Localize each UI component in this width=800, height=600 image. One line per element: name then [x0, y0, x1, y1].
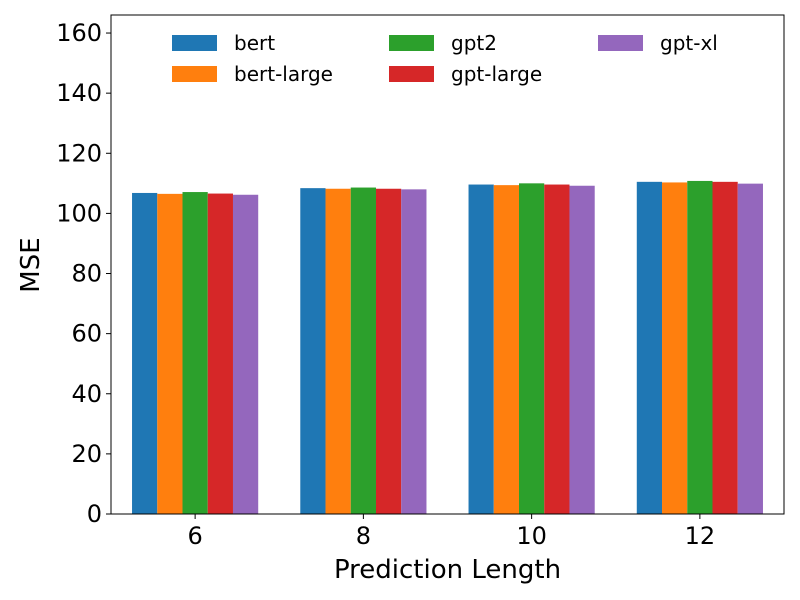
y-tick-label: 0	[87, 500, 102, 528]
bar-gpt-xl-8	[401, 189, 427, 514]
legend-label: gpt-xl	[660, 31, 718, 55]
legend-item-gpt2: gpt2	[389, 31, 497, 55]
x-tick-label: 8	[356, 522, 371, 550]
x-axis-label: Prediction Length	[334, 555, 561, 585]
legend-label: bert-large	[234, 62, 333, 86]
x-tick-label: 10	[516, 522, 547, 550]
legend-label: gpt2	[451, 31, 497, 55]
bar-bert-large-8	[325, 188, 351, 514]
y-tick-label: 100	[56, 199, 102, 227]
y-tick-label: 160	[56, 19, 102, 47]
bar-gpt-large-6	[207, 193, 233, 514]
bar-gpt-xl-10	[569, 185, 595, 514]
x-tick-label: 6	[187, 522, 202, 550]
bars-group	[132, 180, 763, 515]
legend-item-gpt-xl: gpt-xl	[598, 31, 718, 55]
bar-bert-8	[300, 188, 326, 515]
legend-item-bert: bert	[172, 31, 275, 55]
y-axis-label: MSE	[16, 237, 46, 292]
bar-gpt2-12	[687, 180, 713, 514]
legend-item-bert-large: bert-large	[172, 62, 333, 86]
bar-bert-12	[636, 181, 663, 514]
legend: bert bert-large gpt2 gpt-large gpt-xl	[172, 31, 718, 86]
y-tick-label: 20	[71, 440, 102, 468]
bar-bert-10	[468, 184, 494, 514]
legend-swatch	[172, 66, 217, 82]
bar-gpt2-8	[350, 187, 376, 514]
bar-gpt-xl-12	[737, 183, 763, 515]
y-tick-label: 140	[56, 79, 102, 107]
y-tick-label: 80	[71, 260, 102, 288]
y-tick-label: 120	[56, 139, 102, 167]
bar-gpt-xl-6	[232, 194, 259, 514]
bar-gpt-large-12	[712, 181, 738, 514]
legend-item-gpt-large: gpt-large	[389, 62, 542, 86]
legend-swatch	[389, 66, 434, 82]
bar-bert-large-12	[662, 182, 688, 514]
plot-frame	[110, 14, 785, 515]
bar-bert-large-10	[493, 185, 520, 514]
x-axis-ticks: 6 8 10 12	[187, 514, 715, 550]
bar-gpt2-6	[182, 192, 208, 515]
bar-gpt2-10	[519, 183, 545, 515]
legend-swatch	[598, 35, 643, 51]
bar-gpt-large-10	[544, 184, 570, 514]
y-tick-label: 60	[71, 320, 102, 348]
legend-label: bert	[234, 31, 275, 55]
y-tick-label: 40	[71, 380, 102, 408]
legend-label: gpt-large	[451, 62, 542, 86]
y-axis-ticks: 0 20 40 60 80 100 120 140 160	[56, 19, 111, 528]
bar-gpt-large-8	[375, 188, 402, 514]
bar-bert-6	[132, 192, 158, 515]
bar-bert-large-6	[157, 193, 183, 514]
legend-swatch	[389, 35, 434, 51]
x-tick-label: 12	[685, 522, 716, 550]
legend-swatch	[172, 35, 217, 51]
